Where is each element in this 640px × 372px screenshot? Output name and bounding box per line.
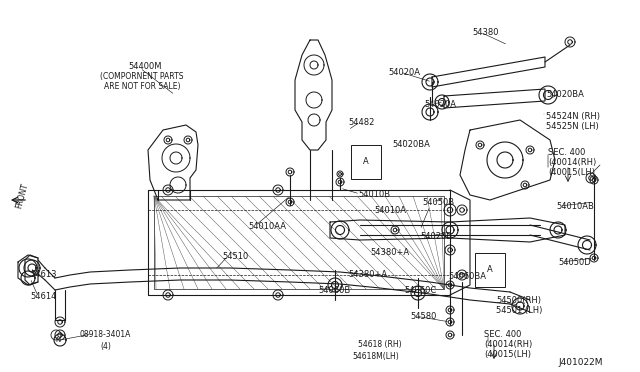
Text: 54618 (RH): 54618 (RH) xyxy=(358,340,402,349)
Text: 54380+A: 54380+A xyxy=(370,248,409,257)
Text: 54400M: 54400M xyxy=(128,62,161,71)
Text: 54010AA: 54010AA xyxy=(248,222,286,231)
Text: (40015(LH): (40015(LH) xyxy=(548,168,595,177)
Text: (COMPORNENT PARTS: (COMPORNENT PARTS xyxy=(100,72,184,81)
Text: 54020A: 54020A xyxy=(388,68,420,77)
Text: FRONT: FRONT xyxy=(14,182,29,210)
Text: 54060B: 54060B xyxy=(318,286,350,295)
Text: 54482: 54482 xyxy=(348,118,374,127)
Text: SEC. 400: SEC. 400 xyxy=(484,330,522,339)
Text: (40014(RH): (40014(RH) xyxy=(484,340,532,349)
Text: 54501 (LH): 54501 (LH) xyxy=(496,306,542,315)
Text: ARE NOT FOR SALE): ARE NOT FOR SALE) xyxy=(104,82,180,91)
Text: 54500(RH): 54500(RH) xyxy=(496,296,541,305)
Text: 54060BA: 54060BA xyxy=(448,272,486,281)
Text: 54010AB: 54010AB xyxy=(556,202,594,211)
Text: J401022M: J401022M xyxy=(558,358,602,367)
Text: 54525N (LH): 54525N (LH) xyxy=(546,122,599,131)
Text: 54020BA: 54020BA xyxy=(392,140,430,149)
Text: 54050B: 54050B xyxy=(422,198,454,207)
Text: 54060C: 54060C xyxy=(404,286,436,295)
Text: 54510: 54510 xyxy=(222,252,248,261)
Text: 54010B: 54010B xyxy=(358,190,390,199)
Text: A: A xyxy=(487,266,493,275)
Text: 54524N (RH): 54524N (RH) xyxy=(546,112,600,121)
Text: N: N xyxy=(56,337,61,343)
Text: 54614: 54614 xyxy=(30,292,56,301)
Text: 54380: 54380 xyxy=(472,28,499,37)
Text: A: A xyxy=(363,157,369,167)
Text: 54020B: 54020B xyxy=(420,232,452,241)
Text: (4): (4) xyxy=(100,342,111,351)
Text: 54020BA: 54020BA xyxy=(546,90,584,99)
Text: 54613: 54613 xyxy=(30,270,56,279)
Text: 54580: 54580 xyxy=(410,312,436,321)
Text: 54050D: 54050D xyxy=(558,258,591,267)
Text: (40015(LH): (40015(LH) xyxy=(484,350,531,359)
Text: 54618M(LH): 54618M(LH) xyxy=(352,352,399,361)
Text: 54380+A: 54380+A xyxy=(348,270,387,279)
Text: 08918-3401A: 08918-3401A xyxy=(80,330,131,339)
Text: 54020A: 54020A xyxy=(424,100,456,109)
Text: SEC. 400: SEC. 400 xyxy=(548,148,586,157)
Text: (40014(RH): (40014(RH) xyxy=(548,158,596,167)
Text: 54010A: 54010A xyxy=(374,206,406,215)
